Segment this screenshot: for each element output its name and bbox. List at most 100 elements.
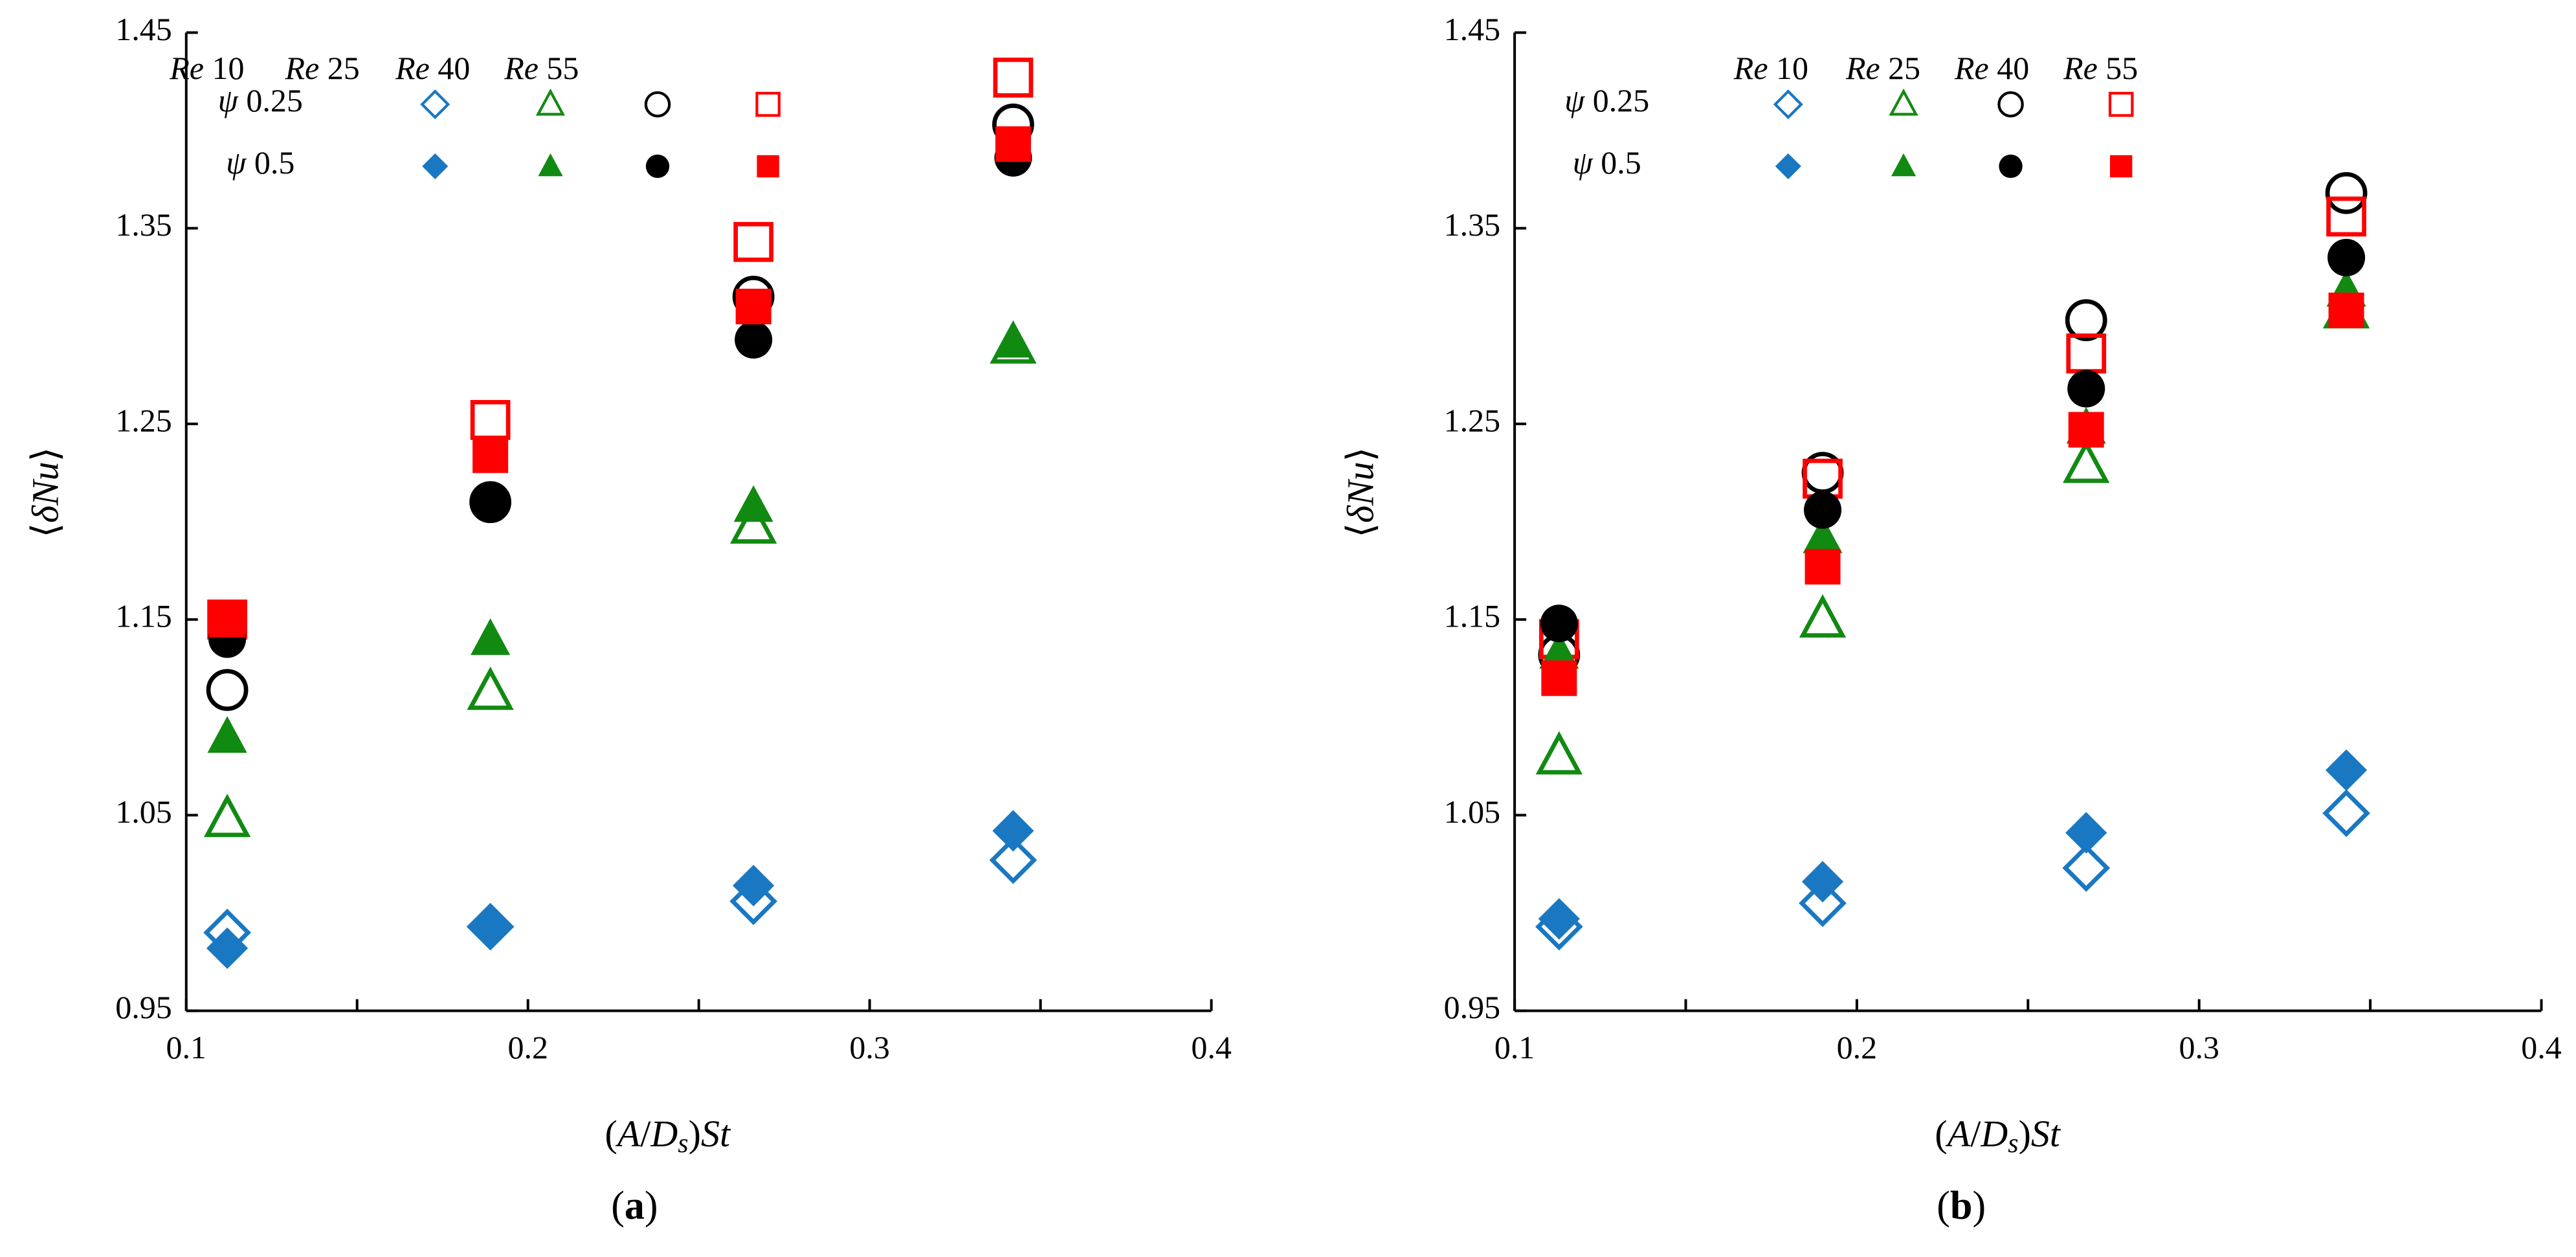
y-tick-label: 1.05 bbox=[115, 794, 172, 830]
data-point bbox=[471, 618, 511, 655]
x-tick-label: 0.2 bbox=[1837, 1029, 1878, 1065]
panel-b: 0.95 1.05 1.15 1.25 1.35 1.45 0.1 0.2 0.3 0.4 (A/D… bbox=[1340, 11, 2562, 1228]
legend-row-label: ψ 0.25 bbox=[218, 83, 303, 119]
data-point bbox=[993, 320, 1033, 358]
panel-label: (b) bbox=[1937, 1184, 1986, 1228]
data-point bbox=[2065, 299, 2107, 342]
legend-header: Re 40 bbox=[395, 50, 470, 86]
legend-marker bbox=[2108, 91, 2134, 117]
panel-label: (a) bbox=[611, 1184, 658, 1228]
y-tick-label: 1.05 bbox=[1444, 794, 1501, 830]
legend-marker bbox=[645, 154, 670, 179]
legend-row-label: ψ 0.5 bbox=[226, 144, 294, 181]
data-point bbox=[469, 904, 511, 946]
data-point bbox=[2062, 844, 2111, 892]
data-point bbox=[995, 126, 1031, 162]
data-point bbox=[1803, 517, 1843, 553]
y-tick-label: 1.25 bbox=[115, 402, 172, 438]
legend-marker bbox=[538, 153, 563, 177]
legend-header: Re 40 bbox=[1954, 50, 2029, 86]
y-tick-label: 1.15 bbox=[1444, 598, 1501, 634]
y-tick-label: 1.45 bbox=[115, 11, 172, 47]
legend-marker bbox=[535, 88, 566, 116]
legend-header: Re 10 bbox=[169, 50, 244, 86]
legend-header: Re 55 bbox=[2063, 50, 2138, 86]
x-tick-label: 0.4 bbox=[1191, 1029, 1232, 1065]
data-point bbox=[992, 810, 1034, 852]
legend-marker bbox=[1891, 153, 1916, 177]
data-point bbox=[2322, 789, 2370, 838]
data-point bbox=[471, 483, 509, 521]
y-tick-label: 1.15 bbox=[115, 598, 172, 634]
legend-marker bbox=[1775, 153, 1801, 179]
legend-row-label: ψ 0.5 bbox=[1573, 144, 1641, 181]
y-axis-title: ⟨δNu⟩ bbox=[1340, 447, 1382, 538]
legend-marker bbox=[1997, 91, 2024, 118]
data-point bbox=[2326, 749, 2368, 791]
legend-header: Re 25 bbox=[1845, 50, 1920, 86]
x-tick-label: 0.1 bbox=[1494, 1029, 1535, 1065]
data-point bbox=[2326, 196, 2366, 237]
x-axis-title: (A/Ds)St bbox=[605, 1113, 731, 1158]
legend-marker bbox=[644, 91, 671, 118]
data-point bbox=[206, 669, 249, 711]
data-point bbox=[206, 927, 249, 970]
legend-marker bbox=[2110, 155, 2133, 178]
data-point bbox=[729, 500, 777, 544]
x-tick-label: 0.2 bbox=[507, 1029, 548, 1065]
legend-header: Re 55 bbox=[504, 50, 579, 86]
data-point bbox=[993, 58, 1034, 98]
data-point bbox=[1804, 491, 1842, 529]
y-axis-title: ⟨δNu⟩ bbox=[25, 447, 67, 538]
data-point bbox=[733, 865, 775, 907]
y-tick-label: 1.25 bbox=[1444, 402, 1501, 438]
legend-marker bbox=[422, 153, 449, 179]
data-point bbox=[2328, 293, 2364, 329]
legend-header: Re 10 bbox=[1733, 50, 1808, 86]
data-point bbox=[989, 836, 1038, 884]
data-point bbox=[1541, 660, 1577, 696]
data-point bbox=[1540, 605, 1578, 643]
y-tick-label: 0.95 bbox=[115, 989, 172, 1025]
data-point bbox=[2325, 172, 2368, 214]
data-point bbox=[1539, 632, 1579, 669]
data-point bbox=[735, 289, 772, 325]
legend-header: Re 25 bbox=[285, 50, 360, 86]
data-point bbox=[2327, 238, 2366, 277]
y-tick-label: 0.95 bbox=[1444, 989, 1501, 1025]
data-point bbox=[733, 485, 773, 522]
data-point bbox=[2065, 812, 2107, 854]
y-tick-label: 1.35 bbox=[1444, 206, 1501, 243]
data-point bbox=[470, 399, 511, 440]
x-axis-title: (A/Ds)St bbox=[1935, 1113, 2061, 1158]
data-point bbox=[1801, 861, 1844, 903]
data-point bbox=[729, 877, 777, 926]
x-tick-label: 0.1 bbox=[166, 1029, 206, 1065]
data-point bbox=[1799, 594, 1847, 638]
x-tick-label: 0.4 bbox=[2521, 1029, 2562, 1065]
legend-row-label: ψ 0.25 bbox=[1564, 83, 1649, 119]
legend-marker bbox=[1773, 89, 1803, 120]
x-tick-label: 0.3 bbox=[2179, 1029, 2219, 1065]
data-point bbox=[733, 221, 774, 262]
legend-marker bbox=[420, 89, 450, 120]
data-point bbox=[472, 437, 509, 473]
legend-marker bbox=[757, 155, 779, 178]
data-point bbox=[467, 666, 514, 710]
data-point bbox=[2068, 412, 2104, 448]
data-point bbox=[1799, 879, 1847, 928]
panel-a: 0.95 1.05 1.15 1.25 1.35 1.45 0.1 0.2 0.3 0.4 (A/D… bbox=[25, 11, 1232, 1228]
legend-marker bbox=[1889, 88, 1918, 116]
data-point bbox=[1538, 898, 1580, 940]
x-tick-label: 0.3 bbox=[849, 1029, 890, 1065]
legend-marker bbox=[755, 91, 781, 117]
data-point bbox=[735, 320, 773, 359]
data-point bbox=[207, 716, 247, 753]
data-point bbox=[2067, 370, 2105, 408]
data-point bbox=[203, 794, 251, 838]
y-tick-label: 1.45 bbox=[1444, 11, 1501, 47]
data-point bbox=[209, 601, 245, 638]
data-point bbox=[1804, 549, 1841, 585]
legend-marker bbox=[1999, 154, 2023, 179]
